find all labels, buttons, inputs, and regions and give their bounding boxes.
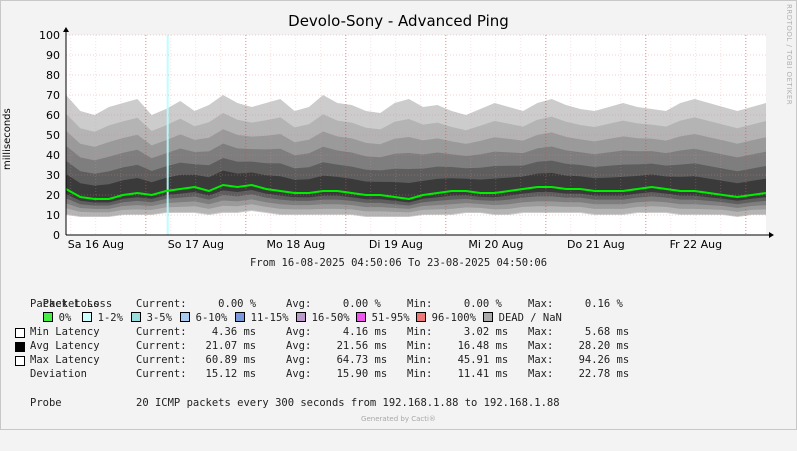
x-tick-label: Di 19 Aug bbox=[369, 238, 423, 250]
y-tick-label: 70 bbox=[46, 89, 60, 102]
y-tick-label: 80 bbox=[46, 69, 60, 82]
y-axis-arrow bbox=[63, 27, 69, 32]
stat-min: Min: 16.48 ms bbox=[407, 340, 509, 352]
y-tick-label: 0 bbox=[53, 229, 60, 242]
stat-label: Max Latency bbox=[30, 354, 100, 366]
loss-legend-swatch bbox=[130, 312, 141, 322]
loss-legend-swatch bbox=[179, 312, 190, 322]
loss-legend-label: 3-5% bbox=[146, 312, 172, 324]
loss-legend-label: 6-10% bbox=[195, 312, 228, 324]
loss-legend-swatch bbox=[81, 312, 92, 322]
loss-legend-swatch bbox=[482, 312, 493, 322]
packet-loss-legend-label: Packet Loss bbox=[42, 298, 113, 310]
loss-legend-swatch bbox=[234, 312, 245, 322]
max-latency-swatch bbox=[15, 356, 25, 366]
stat-avg: Avg: 15.90 ms bbox=[286, 368, 388, 380]
y-tick-label: 40 bbox=[46, 149, 60, 162]
loss-legend-swatch bbox=[42, 312, 53, 322]
x-tick-label: Sa 16 Aug bbox=[68, 238, 124, 250]
y-tick-label: 60 bbox=[46, 109, 60, 122]
packet-loss-legend-items: 0% 1-2% 3-5% 6-10% 11-15% 16-50% 51-95% 96-100%… bbox=[42, 311, 563, 325]
time-period: From 16-08-2025 04:50:06 To 23-08-2025 0… bbox=[249, 257, 548, 269]
stat-max: Max: 0.16 % bbox=[528, 298, 623, 310]
stat-label: Packet Loss bbox=[30, 298, 100, 310]
stat-current: Current: 4.36 ms bbox=[136, 326, 257, 338]
loss-legend-item: 96-100% bbox=[415, 311, 483, 325]
stat-max: Max: 5.68 ms bbox=[528, 326, 630, 338]
chart-title: Devolo-Sony - Advanced Ping bbox=[288, 12, 509, 30]
loss-legend-item: 3-5% bbox=[130, 311, 180, 325]
avg-latency-stats: Avg Latency Current: 21.07 ms Avg: 21.56… bbox=[30, 339, 770, 353]
x-tick-label: Mi 20 Aug bbox=[468, 238, 523, 250]
x-tick-label: Fr 22 Aug bbox=[670, 238, 723, 250]
stat-max: Max: 94.26 ms bbox=[528, 354, 630, 366]
stat-max: Max: 22.78 ms bbox=[528, 368, 630, 380]
stat-label: Avg Latency bbox=[30, 340, 100, 352]
stat-avg: Avg: 64.73 ms bbox=[286, 354, 388, 366]
x-tick-label: So 17 Aug bbox=[168, 238, 224, 250]
loss-legend-label: 0% bbox=[58, 312, 72, 324]
y-tick-label: 50 bbox=[46, 129, 60, 142]
loss-legend-label: 51-95% bbox=[371, 312, 410, 324]
y-tick-label: 10 bbox=[46, 209, 60, 222]
plot-area: 0 10 20 30 40 50 60 70 80 90 100 Sa 16 Aug So 17 Aug… bbox=[39, 27, 774, 250]
stat-max: Max: 28.20 ms bbox=[528, 340, 630, 352]
packet-loss-stats: Packet Loss Current: 0.00 % Avg: 0.00 % … bbox=[30, 297, 770, 311]
y-tick-label: 20 bbox=[46, 189, 60, 202]
loss-legend-item: 6-10% bbox=[179, 311, 235, 325]
stat-avg: Avg: 21.56 ms bbox=[286, 340, 388, 352]
smoke-band-5 bbox=[66, 170, 766, 203]
probe-text: 20 ICMP packets every 300 seconds from 1… bbox=[136, 397, 560, 409]
stat-current: Current: 60.89 ms bbox=[136, 354, 257, 366]
stat-min: Min: 3.02 ms bbox=[407, 326, 509, 338]
loss-legend-label: 11-15% bbox=[250, 312, 289, 324]
avg-latency-swatch bbox=[15, 342, 25, 352]
y-tick-label: 30 bbox=[46, 169, 60, 182]
loss-legend-item: 51-95% bbox=[355, 311, 416, 325]
min-latency-stats: Min Latency Current: 4.36 ms Avg: 4.16 m… bbox=[30, 325, 770, 339]
probe-label: Probe bbox=[30, 397, 62, 409]
stat-label: Min Latency bbox=[30, 326, 100, 338]
stat-label: Deviation bbox=[30, 368, 87, 380]
y-tick-label: 100 bbox=[39, 29, 60, 42]
loss-legend-label: 16-50% bbox=[311, 312, 350, 324]
loss-legend-item: DEAD / NaN bbox=[482, 311, 563, 325]
stat-avg: Avg: 4.16 ms bbox=[286, 326, 388, 338]
min-latency-swatch bbox=[15, 328, 25, 338]
stat-current: Current: 21.07 ms bbox=[136, 340, 257, 352]
loss-legend-swatch bbox=[415, 312, 426, 322]
generated-by-footer: Generated by Cacti® bbox=[361, 415, 436, 423]
max-latency-stats: Max Latency Current: 60.89 ms Avg: 64.73… bbox=[30, 353, 770, 367]
x-tick-label: Mo 18 Aug bbox=[267, 238, 326, 250]
loss-legend-label: 96-100% bbox=[431, 312, 476, 324]
stat-current: Current: 15.12 ms bbox=[136, 368, 257, 380]
loss-legend-label: DEAD / NaN bbox=[498, 312, 562, 324]
x-axis-arrow bbox=[769, 232, 774, 238]
x-tick-label: Do 21 Aug bbox=[567, 238, 625, 250]
stat-min: Min: 0.00 % bbox=[407, 298, 502, 310]
avg-latency-line bbox=[65, 183, 767, 201]
loss-legend-item: 0% bbox=[42, 311, 82, 325]
loss-legend-item: 11-15% bbox=[234, 311, 296, 325]
stat-min: Min: 45.91 ms bbox=[407, 354, 509, 366]
loss-marker bbox=[166, 35, 169, 235]
deviation-stats: Deviation Current: 15.12 ms Avg: 15.90 m… bbox=[30, 367, 770, 381]
y-tick-label: 90 bbox=[46, 49, 60, 62]
loss-legend-item: 1-2% bbox=[81, 311, 131, 325]
stat-min: Min: 11.41 ms bbox=[407, 368, 509, 380]
stat-avg: Avg: 0.00 % bbox=[286, 298, 381, 310]
stat-current: Current: 0.00 % bbox=[136, 298, 257, 310]
loss-legend-item: 16-50% bbox=[295, 311, 356, 325]
loss-legend-swatch bbox=[295, 312, 306, 322]
loss-legend-swatch bbox=[355, 312, 366, 322]
probe-info: Probe 20 ICMP packets every 300 seconds … bbox=[30, 396, 770, 410]
packet-loss-legend: Packet Loss 0% 1-2% 3-5% 6-10% 11-15% 16-50% 5… bbox=[30, 283, 563, 324]
loss-legend-label: 1-2% bbox=[97, 312, 123, 324]
